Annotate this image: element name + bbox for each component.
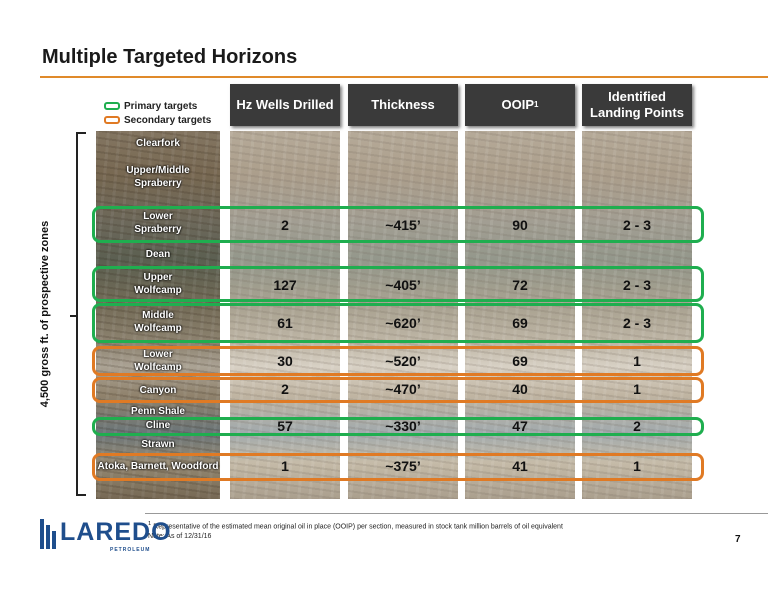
legend-secondary-label: Secondary targets — [124, 114, 212, 126]
side-label: 4,500 gross ft. of prospective zones — [39, 220, 51, 408]
primary-swatch — [104, 102, 120, 110]
header-thickness: Thickness — [348, 84, 458, 126]
formation-lower-wolfcamp: Lower Wolfcamp — [94, 348, 222, 374]
upper-wolfcamp-wells: 127 — [273, 277, 297, 293]
middle-wolfcamp-ooip: 69 — [512, 315, 528, 331]
formation-canyon: Canyon — [139, 385, 177, 396]
legend-primary: Primary targets — [104, 99, 211, 113]
slide-title: Multiple Targeted Horizons — [42, 46, 298, 68]
formation-clearfork: Clearfork — [136, 138, 180, 149]
footer-rule — [145, 513, 768, 514]
band-cline — [92, 417, 704, 436]
upper-wolfcamp-thickness: ~405’ — [385, 277, 421, 293]
middle-wolfcamp-landing: 2 - 3 — [622, 315, 651, 331]
band-lower-spraberry — [92, 206, 704, 243]
formation-lower-wolfcamp-1: Lower — [143, 349, 173, 360]
header-landing-2: Landing Points — [590, 105, 684, 120]
band-upper-wolfcamp — [92, 266, 704, 302]
lower-wolfcamp-ooip: 69 — [512, 353, 528, 369]
band-atoka — [92, 453, 704, 481]
legend: Primary targets Secondary targets — [104, 99, 211, 127]
header-wells: Hz Wells Drilled — [230, 84, 340, 126]
atoka-landing: 1 — [633, 458, 641, 474]
formation-lower-spraberry-2: Spraberry — [134, 224, 182, 235]
logo-wordmark: LAREDO — [60, 518, 172, 546]
middle-wolfcamp-wells: 61 — [277, 315, 293, 331]
upper-wolfcamp-ooip: 72 — [512, 277, 528, 293]
formation-middle-wolfcamp-1: Middle — [142, 310, 174, 321]
formation-middle-wolfcamp: Middle Wolfcamp — [94, 309, 222, 335]
upper-wolfcamp-landing: 2 - 3 — [622, 277, 651, 293]
footnote-line-1: 1 Representative of the estimated mean o… — [148, 519, 563, 532]
core-column-labels — [96, 131, 220, 499]
footnote-sup: 1 — [148, 521, 152, 527]
canyon-ooip: 40 — [512, 381, 528, 397]
header-landing: Identified Landing Points — [582, 84, 692, 126]
lower-wolfcamp-thickness: ~520’ — [385, 353, 421, 369]
zones-bracket — [76, 132, 86, 496]
middle-wolfcamp-thickness: ~620’ — [385, 315, 421, 331]
cline-thickness: ~330’ — [385, 418, 421, 434]
formation-upper-wolfcamp-1: Upper — [143, 272, 173, 283]
lower-spraberry-thickness: ~415’ — [385, 217, 421, 233]
core-column-wells — [230, 131, 340, 499]
title-rule — [40, 76, 768, 78]
band-middle-wolfcamp — [92, 303, 704, 343]
bracket-tick — [70, 315, 78, 317]
band-lower-wolfcamp — [92, 346, 704, 376]
formation-dean: Dean — [145, 249, 171, 260]
lower-spraberry-landing: 2 - 3 — [622, 217, 651, 233]
footnote: 1 Representative of the estimated mean o… — [148, 519, 563, 542]
core-column-ooip — [465, 131, 575, 499]
cline-landing: 2 — [633, 418, 641, 434]
header-ooip: OOIP 1 — [465, 84, 575, 126]
canyon-landing: 1 — [633, 381, 641, 397]
logo-mark-icon — [40, 519, 56, 549]
atoka-ooip: 41 — [512, 458, 528, 474]
cline-ooip: 47 — [512, 418, 528, 434]
lower-wolfcamp-wells: 30 — [277, 353, 293, 369]
formation-upper-wolfcamp: Upper Wolfcamp — [94, 271, 222, 297]
company-logo: LAREDO PETROLEUM — [40, 517, 171, 557]
header-ooip-text: OOIP — [501, 97, 535, 112]
atoka-thickness: ~375’ — [385, 458, 421, 474]
logo-subtitle: PETROLEUM — [110, 547, 151, 553]
core-column-landing — [582, 131, 692, 499]
footnote-line-2: Note: As of 12/31/16 — [148, 533, 212, 541]
band-canyon — [92, 377, 704, 403]
formation-lower-spraberry-1: Lower — [143, 211, 173, 222]
formation-middle-wolfcamp-2: Wolfcamp — [134, 323, 182, 334]
formation-lower-spraberry: Lower Spraberry — [94, 210, 222, 236]
secondary-swatch — [104, 116, 120, 124]
lower-spraberry-ooip: 90 — [512, 217, 528, 233]
core-column-thickness — [348, 131, 458, 499]
formation-lower-wolfcamp-2: Wolfcamp — [134, 362, 182, 373]
header-landing-1: Identified — [608, 89, 666, 104]
canyon-thickness: ~470’ — [385, 381, 421, 397]
page-number: 7 — [735, 534, 741, 545]
formation-atoka: Atoka, Barnett, Woodford — [97, 461, 219, 472]
formation-penn-shale: Penn Shale — [131, 406, 185, 417]
footnote-text: Representative of the estimated mean ori… — [151, 523, 563, 531]
formation-upper-middle-spraberry-2: Spraberry — [134, 178, 182, 189]
atoka-wells: 1 — [281, 458, 289, 474]
cline-wells: 57 — [277, 418, 293, 434]
header-ooip-sup: 1 — [534, 100, 539, 109]
formation-cline: Cline — [145, 420, 171, 431]
canyon-wells: 2 — [281, 381, 289, 397]
formation-upper-middle-spraberry: Upper/Middle Spraberry — [94, 164, 222, 190]
lower-spraberry-wells: 2 — [281, 217, 289, 233]
formation-upper-middle-spraberry-1: Upper/Middle — [126, 165, 190, 176]
formation-upper-wolfcamp-2: Wolfcamp — [134, 285, 182, 296]
formation-strawn: Strawn — [141, 439, 175, 450]
lower-wolfcamp-landing: 1 — [633, 353, 641, 369]
legend-secondary: Secondary targets — [104, 113, 211, 127]
legend-primary-label: Primary targets — [124, 100, 198, 112]
